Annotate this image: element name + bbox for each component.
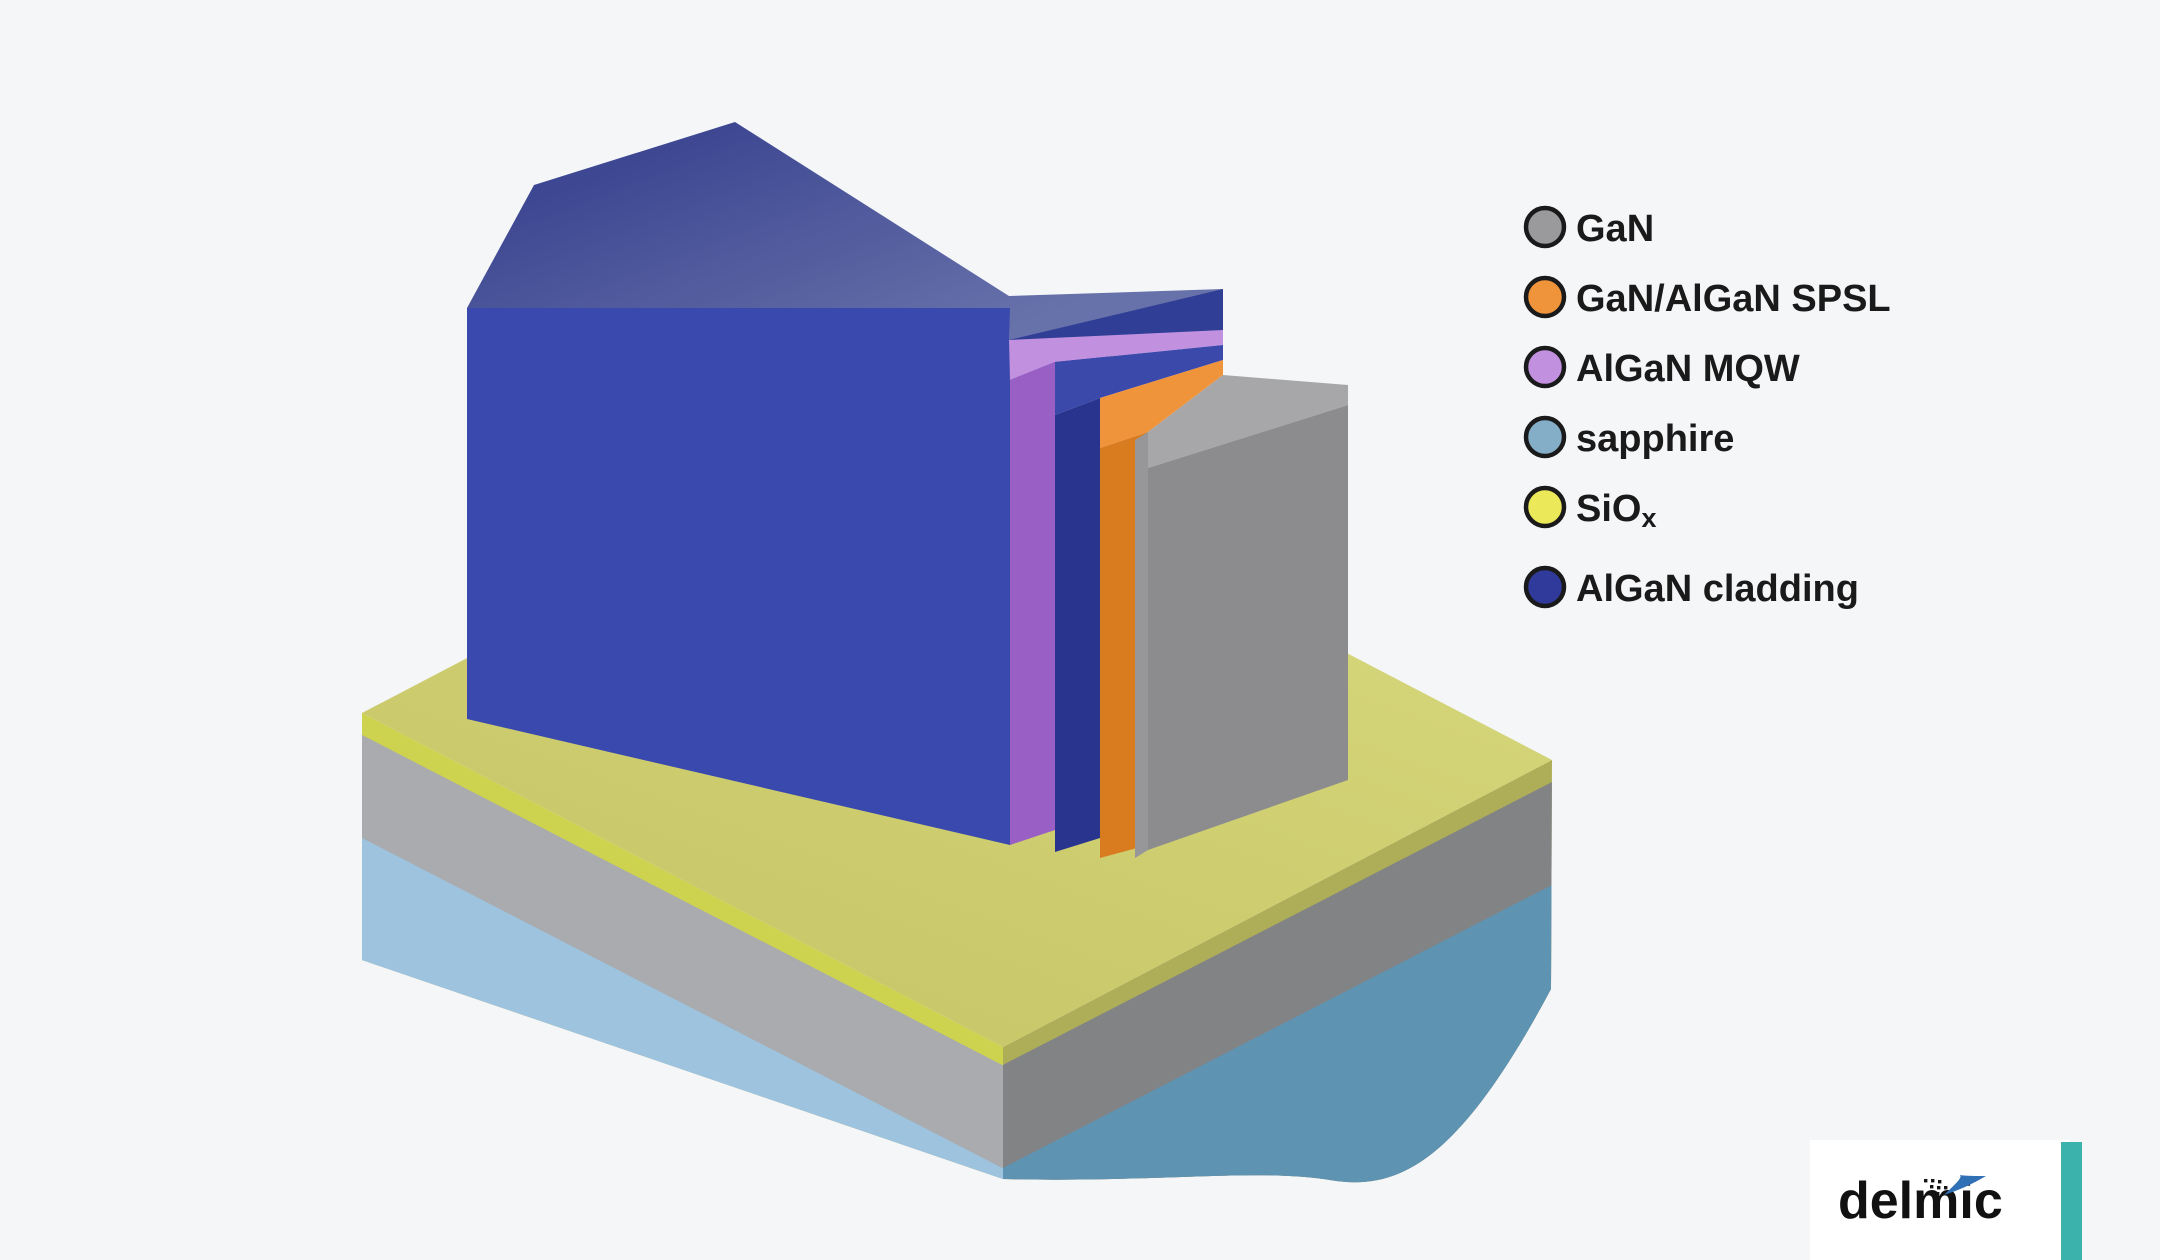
svg-text:sapphire: sapphire	[1576, 418, 1734, 460]
svg-text:GaN: GaN	[1576, 208, 1654, 250]
svg-text:GaN/AlGaN SPSL: GaN/AlGaN SPSL	[1576, 278, 1891, 320]
svg-text:AlGaN cladding: AlGaN cladding	[1576, 568, 1859, 610]
svg-text:AlGaN MQW: AlGaN MQW	[1576, 348, 1800, 390]
svg-text:delmic: delmic	[1838, 1172, 2003, 1230]
